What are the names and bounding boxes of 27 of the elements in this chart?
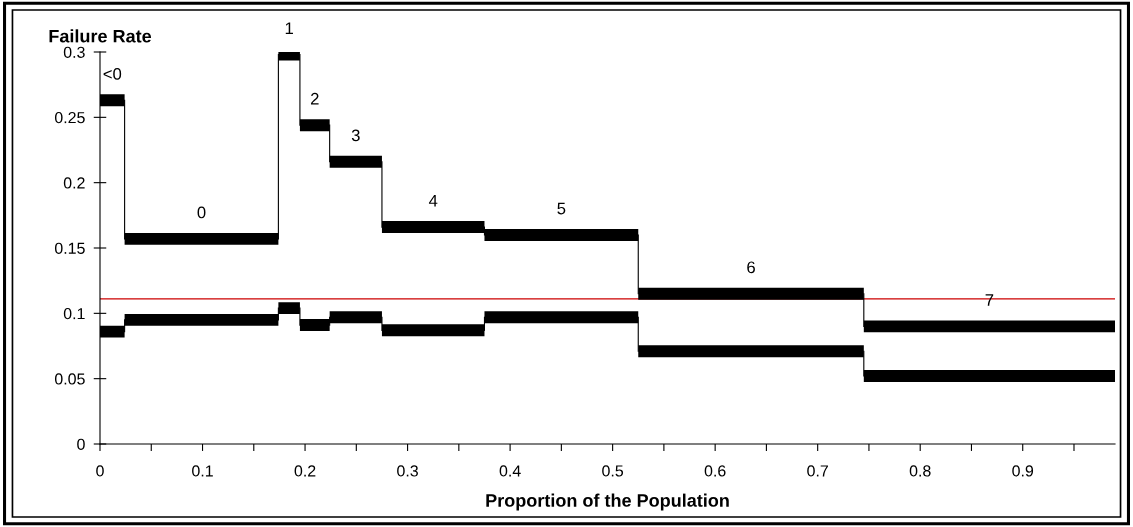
annotation: <0 <box>103 68 122 80</box>
y-tick-label: 0.1 <box>63 307 85 320</box>
annotation: 4 <box>428 194 438 207</box>
x-tick-label: 0.8 <box>909 465 931 477</box>
x-tick-label: 0.3 <box>397 465 418 477</box>
x-axis-title: Proportion of the Population <box>486 493 729 511</box>
y-tick-label: 0.15 <box>54 242 85 254</box>
annotation: 6 <box>747 261 755 274</box>
annotation: 5 <box>557 202 566 215</box>
x-tick-label: 0.5 <box>602 465 624 477</box>
y-tick-label: 0.05 <box>54 373 85 385</box>
y-axis-title: Failure Rate <box>49 29 152 43</box>
x-tick-label: 0.1 <box>192 465 213 477</box>
y-tick-label: 0.3 <box>63 46 85 58</box>
x-tick-label: 0.6 <box>704 465 726 477</box>
x-tick-label: 0.7 <box>807 465 828 477</box>
y-tick-label: 0.2 <box>63 177 85 189</box>
annotation: 3 <box>351 129 360 142</box>
x-tick-label: 0.2 <box>294 465 316 477</box>
annotation: 1 <box>285 22 293 34</box>
annotation: 2 <box>310 92 319 105</box>
y-tick-label: 0.25 <box>54 111 85 124</box>
x-tick-label: 0 <box>96 465 104 477</box>
x-tick-label: 0.9 <box>1012 465 1034 477</box>
x-tick-label: 0.4 <box>499 465 521 477</box>
annotation: 0 <box>197 206 206 219</box>
y-tick-label: 0 <box>77 438 85 450</box>
